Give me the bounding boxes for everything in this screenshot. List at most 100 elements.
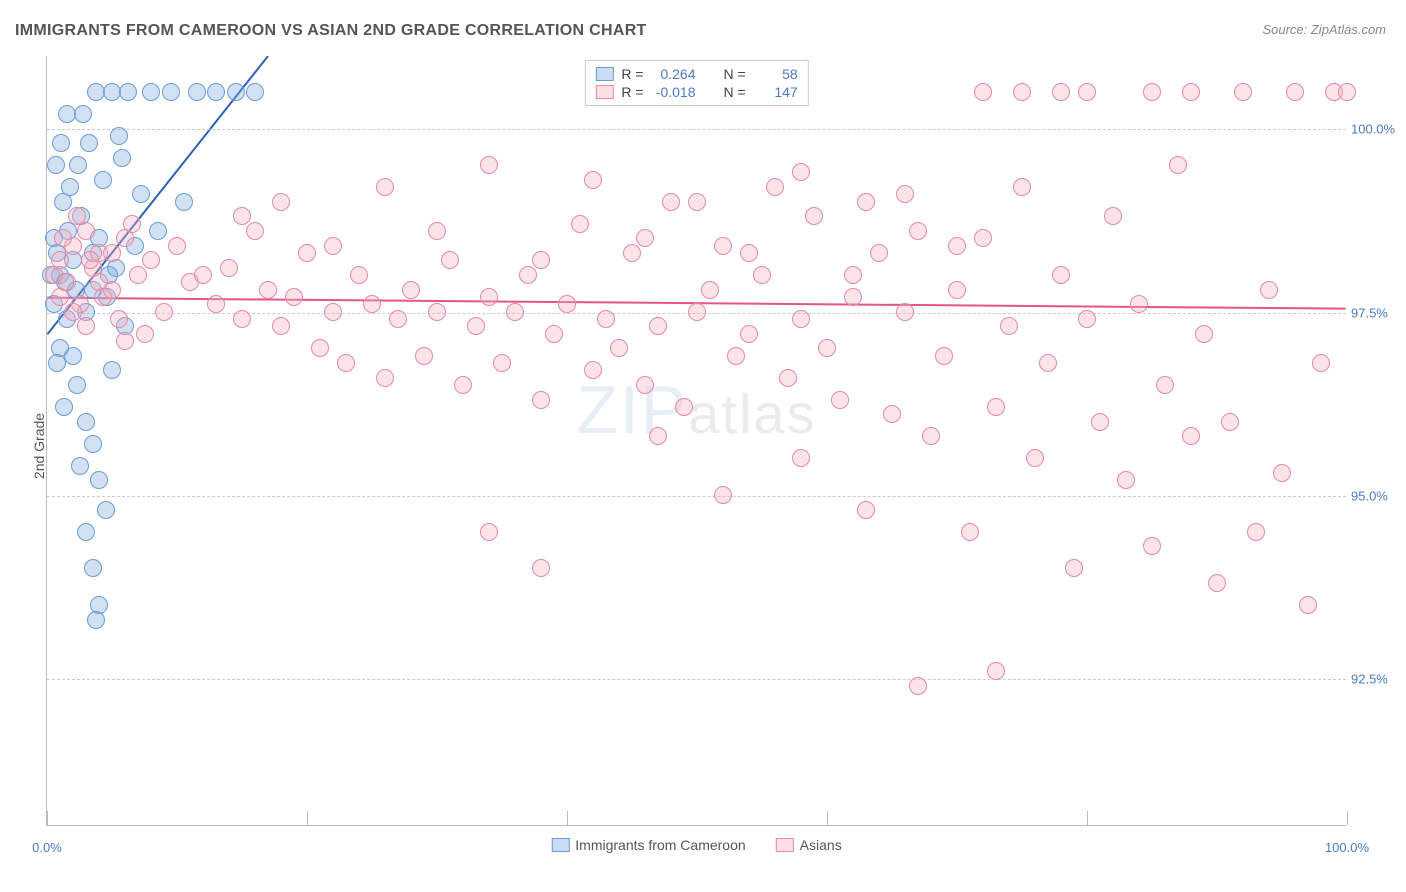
data-point-asians bbox=[1182, 427, 1200, 445]
data-point-asians bbox=[376, 178, 394, 196]
data-point-asians bbox=[961, 523, 979, 541]
legend-label: Immigrants from Cameroon bbox=[575, 837, 745, 853]
data-point-asians bbox=[662, 193, 680, 211]
data-point-asians bbox=[480, 288, 498, 306]
data-point-asians bbox=[792, 449, 810, 467]
xtick bbox=[47, 811, 48, 825]
data-point-asians bbox=[337, 354, 355, 372]
chart-title: IMMIGRANTS FROM CAMEROON VS ASIAN 2ND GR… bbox=[15, 22, 647, 40]
data-point-asians bbox=[324, 303, 342, 321]
data-point-asians bbox=[1273, 464, 1291, 482]
data-point-asians bbox=[324, 237, 342, 255]
data-point-asians bbox=[935, 347, 953, 365]
data-point-asians bbox=[363, 295, 381, 313]
ytick-label: 100.0% bbox=[1351, 122, 1406, 137]
data-point-asians bbox=[441, 251, 459, 269]
data-point-cameroon bbox=[80, 134, 98, 152]
data-point-asians bbox=[45, 266, 63, 284]
data-point-asians bbox=[857, 501, 875, 519]
source-label: Source: ZipAtlas.com bbox=[1262, 22, 1386, 37]
data-point-asians bbox=[1208, 574, 1226, 592]
gridline-h bbox=[47, 679, 1346, 680]
data-point-asians bbox=[116, 332, 134, 350]
stats-row-asians: R = -0.018 N = 147 bbox=[595, 83, 797, 101]
data-point-asians bbox=[610, 339, 628, 357]
data-point-asians bbox=[1091, 413, 1109, 431]
data-point-asians bbox=[415, 347, 433, 365]
data-point-asians bbox=[77, 317, 95, 335]
data-point-asians bbox=[1143, 537, 1161, 555]
swatch-pink-icon bbox=[776, 838, 794, 852]
data-point-cameroon bbox=[84, 559, 102, 577]
data-point-cameroon bbox=[103, 361, 121, 379]
stats-row-cameroon: R = 0.264 N = 58 bbox=[595, 65, 797, 83]
swatch-blue-icon bbox=[551, 838, 569, 852]
data-point-asians bbox=[110, 310, 128, 328]
data-point-asians bbox=[883, 405, 901, 423]
data-point-asians bbox=[636, 376, 654, 394]
data-point-asians bbox=[272, 193, 290, 211]
data-point-asians bbox=[922, 427, 940, 445]
n-value-cameroon: 58 bbox=[754, 66, 798, 82]
data-point-cameroon bbox=[47, 156, 65, 174]
data-point-asians bbox=[597, 310, 615, 328]
data-point-asians bbox=[740, 325, 758, 343]
data-point-cameroon bbox=[227, 83, 245, 101]
data-point-asians bbox=[987, 398, 1005, 416]
data-point-asians bbox=[311, 339, 329, 357]
data-point-asians bbox=[298, 244, 316, 262]
xtick-label: 100.0% bbox=[1325, 840, 1369, 855]
ytick-label: 97.5% bbox=[1351, 305, 1406, 320]
data-point-asians bbox=[1013, 178, 1031, 196]
data-point-cameroon bbox=[55, 398, 73, 416]
data-point-asians bbox=[129, 266, 147, 284]
data-point-asians bbox=[402, 281, 420, 299]
data-point-asians bbox=[233, 310, 251, 328]
data-point-asians bbox=[948, 237, 966, 255]
data-point-asians bbox=[1260, 281, 1278, 299]
data-point-asians bbox=[142, 251, 160, 269]
data-point-asians bbox=[136, 325, 154, 343]
data-point-asians bbox=[1052, 266, 1070, 284]
data-point-asians bbox=[727, 347, 745, 365]
data-point-asians bbox=[1247, 523, 1265, 541]
n-value-asians: 147 bbox=[754, 84, 798, 100]
data-point-asians bbox=[467, 317, 485, 335]
data-point-asians bbox=[51, 288, 69, 306]
data-point-asians bbox=[350, 266, 368, 284]
data-point-cameroon bbox=[246, 83, 264, 101]
data-point-asians bbox=[532, 391, 550, 409]
data-point-asians bbox=[649, 317, 667, 335]
xtick-label: 0.0% bbox=[32, 840, 62, 855]
data-point-asians bbox=[701, 281, 719, 299]
data-point-asians bbox=[688, 193, 706, 211]
data-point-asians bbox=[558, 295, 576, 313]
legend-item-cameroon: Immigrants from Cameroon bbox=[551, 837, 745, 853]
xtick bbox=[1087, 811, 1088, 825]
data-point-asians bbox=[272, 317, 290, 335]
data-point-asians bbox=[987, 662, 1005, 680]
data-point-cameroon bbox=[113, 149, 131, 167]
data-point-asians bbox=[103, 244, 121, 262]
data-point-asians bbox=[64, 303, 82, 321]
data-point-asians bbox=[805, 207, 823, 225]
data-point-asians bbox=[623, 244, 641, 262]
xtick bbox=[1347, 811, 1348, 825]
data-point-cameroon bbox=[149, 222, 167, 240]
r-value-cameroon: 0.264 bbox=[652, 66, 696, 82]
data-point-asians bbox=[1234, 83, 1252, 101]
data-point-cameroon bbox=[94, 171, 112, 189]
data-point-asians bbox=[909, 222, 927, 240]
r-label: R = bbox=[621, 84, 643, 100]
data-point-asians bbox=[831, 391, 849, 409]
data-point-cameroon bbox=[188, 83, 206, 101]
data-point-asians bbox=[948, 281, 966, 299]
data-point-asians bbox=[792, 163, 810, 181]
data-point-asians bbox=[1000, 317, 1018, 335]
data-point-cameroon bbox=[110, 127, 128, 145]
gridline-h bbox=[47, 129, 1346, 130]
data-point-asians bbox=[1104, 207, 1122, 225]
data-point-asians bbox=[1117, 471, 1135, 489]
n-label: N = bbox=[724, 66, 746, 82]
data-point-cameroon bbox=[207, 83, 225, 101]
